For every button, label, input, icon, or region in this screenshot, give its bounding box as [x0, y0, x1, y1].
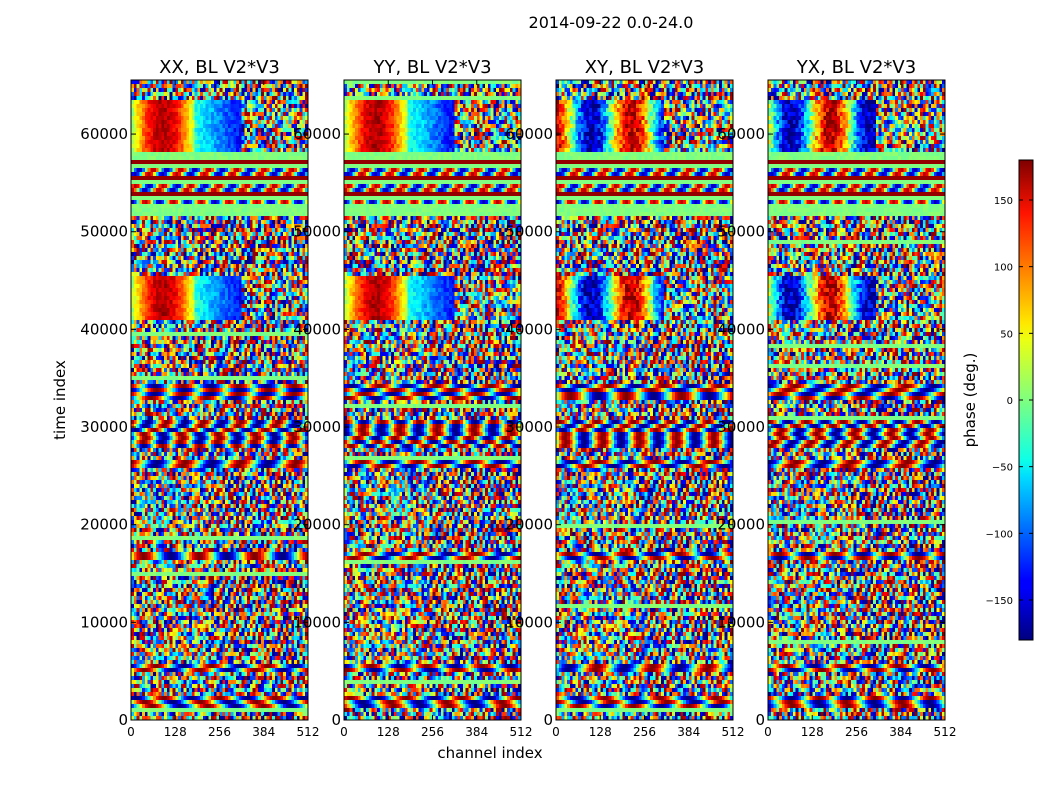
y-tick-label: 40000: [717, 320, 765, 338]
panels-group: XX, BL V2*V3 0 10000 20000 30000 40000 50000 60…: [80, 57, 956, 739]
x-tick-label: 512: [722, 725, 745, 739]
x-tick-label: 128: [164, 725, 187, 739]
x-tick-label: 0: [764, 725, 772, 739]
panel-title: YX, BL V2*V3: [796, 57, 916, 78]
panel-title: XY, BL V2*V3: [585, 57, 704, 78]
panel-4: YX, BL V2*V3 0 10000 20000 30000 40000 50000 60…: [717, 57, 956, 739]
colorbar-tick-label: −50: [992, 463, 1013, 474]
y-tick-label: 60000: [505, 125, 553, 143]
y-tick-label: 20000: [293, 516, 341, 534]
phase-heatmap-image: [344, 80, 521, 720]
figure-title: 2014-09-22 0.0-24.0: [529, 13, 694, 32]
x-tick-label: 0: [340, 725, 348, 739]
colorbar-tick-label: −100: [986, 529, 1013, 540]
y-tick-label: 30000: [80, 418, 128, 436]
panel-title: XX, BL V2*V3: [159, 57, 280, 78]
y-tick-label: 0: [543, 711, 553, 729]
y-tick-label: 50000: [505, 223, 553, 241]
x-tick-label: 128: [801, 725, 824, 739]
colorbar-ticks: −150 −100 −50 0 50 100 150: [986, 196, 1033, 607]
phase-heatmap-image: [768, 80, 945, 720]
x-tick-label: 384: [677, 725, 700, 739]
x-tick-label: 512: [297, 725, 320, 739]
x-tick-label: 512: [510, 725, 533, 739]
y-tick-label: 50000: [717, 223, 765, 241]
x-tick-label: 256: [633, 725, 656, 739]
y-axis-label: time index: [51, 360, 69, 440]
x-tick-label: 384: [465, 725, 488, 739]
x-tick-label: 256: [845, 725, 868, 739]
panel-1: XX, BL V2*V3 0 10000 20000 30000 40000 50000 60…: [80, 57, 319, 739]
y-tick-label: 40000: [80, 320, 128, 338]
y-tick-label: 10000: [80, 613, 128, 631]
x-tick-label: 512: [934, 725, 957, 739]
y-tick-label: 30000: [505, 418, 553, 436]
y-tick-label: 0: [755, 711, 765, 729]
y-tick-label: 10000: [505, 613, 553, 631]
phase-heatmap-image: [556, 80, 733, 720]
y-tick-label: 60000: [80, 125, 128, 143]
x-axis-label: channel index: [437, 744, 542, 762]
y-tick-label: 10000: [717, 613, 765, 631]
y-tick-label: 0: [118, 711, 128, 729]
y-tick-label: 50000: [293, 223, 341, 241]
y-tick-label: 40000: [293, 320, 341, 338]
x-tick-label: 0: [127, 725, 135, 739]
y-tick-label: 30000: [717, 418, 765, 436]
y-tick-label: 40000: [505, 320, 553, 338]
colorbar-tick-label: 150: [994, 196, 1013, 207]
colorbar: −150 −100 −50 0 50 100 150: [986, 159, 1034, 641]
x-tick-label: 256: [421, 725, 444, 739]
y-tick-label: 20000: [717, 516, 765, 534]
x-tick-label: 128: [377, 725, 400, 739]
panel-2: YY, BL V2*V3 0 10000 20000 30000 40000 50000 60…: [293, 57, 532, 739]
x-tick-label: 128: [589, 725, 612, 739]
y-tick-label: 60000: [293, 125, 341, 143]
panel-title: YY, BL V2*V3: [372, 57, 491, 78]
y-tick-label: 10000: [293, 613, 341, 631]
y-tick-label: 20000: [505, 516, 553, 534]
phase-heatmap-image: [131, 80, 308, 720]
x-tick-label: 0: [552, 725, 560, 739]
colorbar-tick-label: 0: [1007, 396, 1013, 407]
x-tick-label: 256: [208, 725, 231, 739]
y-tick-label: 20000: [80, 516, 128, 534]
x-tick-label: 384: [252, 725, 275, 739]
colorbar-tick-label: 50: [1000, 329, 1013, 340]
colorbar-label: phase (deg.): [961, 353, 979, 448]
x-tick-label: 384: [889, 725, 912, 739]
colorbar-gradient: [1019, 160, 1033, 640]
y-tick-label: 0: [331, 711, 341, 729]
panel-3: XY, BL V2*V3 0 10000 20000 30000 40000 50000 60…: [505, 57, 744, 739]
colorbar-tick-label: 100: [994, 263, 1013, 274]
colorbar-tick-label: −150: [986, 596, 1013, 607]
y-tick-label: 50000: [80, 223, 128, 241]
y-tick-label: 60000: [717, 125, 765, 143]
y-tick-label: 30000: [293, 418, 341, 436]
